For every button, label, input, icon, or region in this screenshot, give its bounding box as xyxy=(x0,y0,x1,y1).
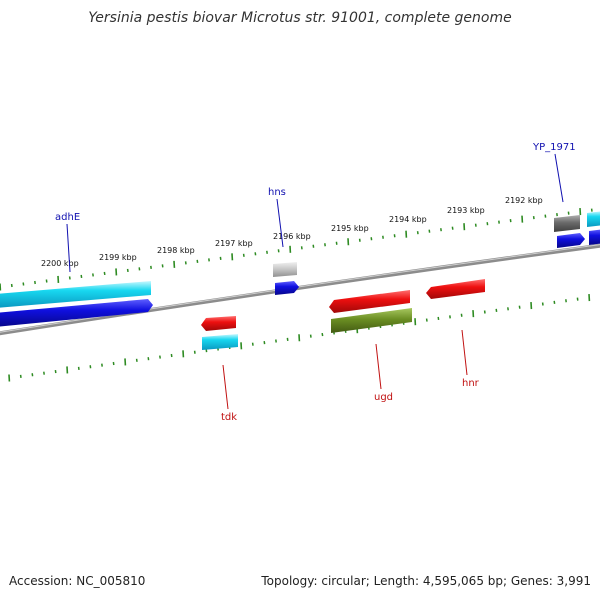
feature-tdk-cyan[interactable] xyxy=(202,334,238,350)
feature-yp1971-gray[interactable] xyxy=(554,215,580,232)
leader-tdk xyxy=(222,364,229,410)
scale-label-2195: 2195 kbp xyxy=(331,224,369,233)
scale-label-2196: 2196 kbp xyxy=(273,232,311,241)
gene-label-adhE[interactable]: adhE xyxy=(55,212,80,223)
gene-label-yp1971[interactable]: YP_1971 xyxy=(532,142,576,153)
scale-labels: 2200 kbp 2199 kbp 2198 kbp 2197 kbp 2196… xyxy=(41,196,543,268)
gene-label-hns[interactable]: hns xyxy=(268,187,286,198)
reverse-features xyxy=(201,279,485,350)
map-title: Yersinia pestis biovar Microtus str. 910… xyxy=(88,10,512,26)
feature-cyan-long[interactable] xyxy=(0,281,151,308)
scale-label-2194: 2194 kbp xyxy=(389,215,427,224)
leader-hnr xyxy=(461,329,468,376)
leader-ugd xyxy=(375,343,382,390)
scale-label-2197: 2197 kbp xyxy=(215,239,253,248)
scale-label-2198: 2198 kbp xyxy=(157,246,195,255)
leader-yp1971 xyxy=(554,153,564,203)
gene-hns-arrow[interactable] xyxy=(275,281,299,295)
gene-label-ugd[interactable]: ugd xyxy=(374,392,393,403)
leader-hns xyxy=(276,198,284,248)
gene-label-hnr[interactable]: hnr xyxy=(462,378,480,389)
feature-hns-gray[interactable] xyxy=(273,262,297,277)
feature-ugd-olive[interactable] xyxy=(331,308,412,333)
topology-text: Topology: circular; Length: 4,595,065 bp… xyxy=(261,574,591,588)
gene-tdk-arrow[interactable] xyxy=(201,316,236,331)
feature-cyan-edge[interactable] xyxy=(587,211,600,227)
gene-yp1971-arrow[interactable] xyxy=(557,233,585,248)
scale-label-2193: 2193 kbp xyxy=(447,206,485,215)
lower-tick-track xyxy=(8,293,591,382)
feature-blue-edge[interactable] xyxy=(589,229,600,245)
forward-features xyxy=(0,211,600,327)
gene-hnr-arrow[interactable] xyxy=(426,279,485,299)
scale-label-2199: 2199 kbp xyxy=(99,253,137,262)
leader-adhE xyxy=(66,223,71,273)
gene-adhE-arrow[interactable] xyxy=(0,299,153,327)
gene-leaders xyxy=(66,153,564,410)
gene-labels: adhE hns YP_1971 tdk ugd hnr xyxy=(55,142,576,423)
gene-label-tdk[interactable]: tdk xyxy=(221,412,237,423)
genome-backbone xyxy=(0,243,600,336)
scale-label-2200: 2200 kbp xyxy=(41,259,79,268)
accession-text: Accession: NC_005810 xyxy=(9,574,146,588)
gene-ugd-arrow[interactable] xyxy=(329,290,410,313)
upper-tick-track xyxy=(0,208,593,291)
scale-label-2192: 2192 kbp xyxy=(505,196,543,205)
